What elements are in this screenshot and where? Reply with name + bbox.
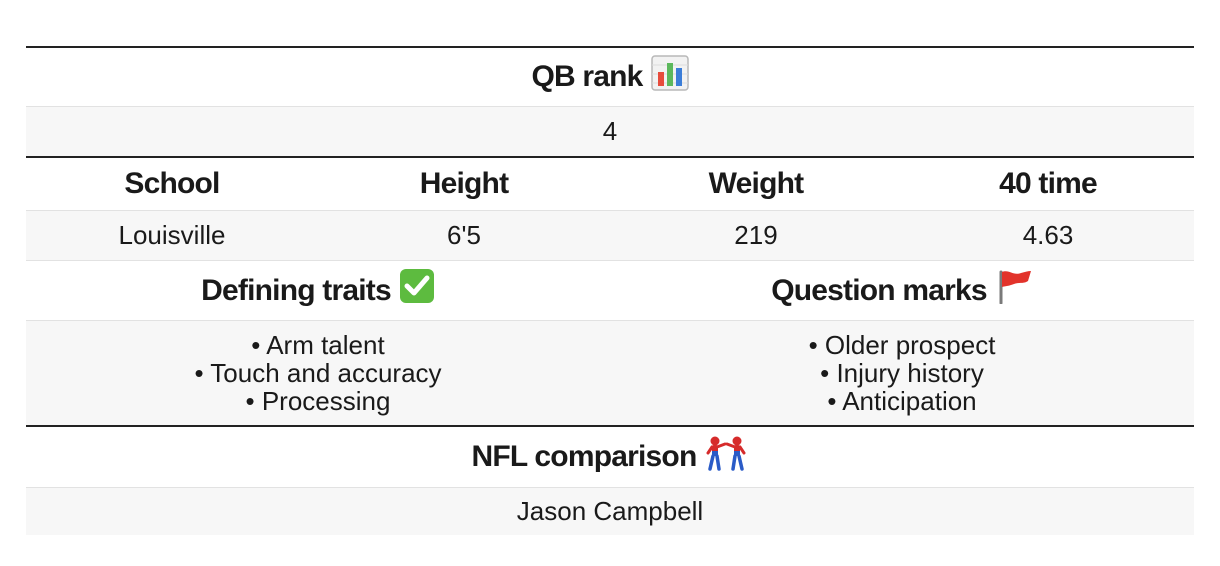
question-mark-item: • Injury history: [820, 359, 984, 387]
defining-traits-title: Defining traits: [201, 274, 391, 308]
traits-header-row: Defining traits Question marks: [26, 260, 1194, 320]
defining-traits-list: • Arm talent • Touch and accuracy • Proc…: [26, 321, 610, 425]
bar-chart-icon: [651, 55, 689, 96]
spiderman-pointing-icon: [704, 435, 748, 476]
defining-trait-item: • Touch and accuracy: [194, 359, 441, 387]
traits-list-row: • Arm talent • Touch and accuracy • Proc…: [26, 320, 1194, 425]
school-value: Louisville: [26, 211, 318, 260]
stats-value-row: Louisville 6'5 219 4.63: [26, 210, 1194, 260]
red-flag-icon: [995, 268, 1033, 309]
qb-rank-title: QB rank: [531, 60, 642, 94]
height-value: 6'5: [318, 211, 610, 260]
question-marks-title: Question marks: [771, 274, 987, 308]
defining-trait-item: • Arm talent: [251, 331, 384, 359]
check-mark-icon: [399, 268, 435, 309]
qb-rank-value: 4: [603, 116, 617, 147]
question-marks-header: Question marks: [610, 261, 1194, 320]
question-marks-list: • Older prospect • Injury history • Anti…: [610, 321, 1194, 425]
nfl-comparison-title: NFL comparison: [472, 440, 697, 474]
nfl-comparison-value-row: Jason Campbell: [26, 487, 1194, 535]
forty-time-value: 4.63: [902, 211, 1194, 260]
defining-trait-item: • Processing: [246, 387, 391, 415]
qb-rank-header-row: QB rank: [26, 46, 1194, 106]
nfl-comparison-value: Jason Campbell: [517, 496, 703, 527]
prospect-card: QB rank 4 School Height Weight 40 time L…: [26, 46, 1194, 535]
qb-rank-value-row: 4: [26, 106, 1194, 156]
question-mark-item: • Anticipation: [827, 387, 976, 415]
height-header: Height: [318, 158, 610, 210]
weight-value: 219: [610, 211, 902, 260]
school-header: School: [26, 158, 318, 210]
defining-traits-header: Defining traits: [26, 261, 610, 320]
nfl-comparison-header-row: NFL comparison: [26, 425, 1194, 487]
question-mark-item: • Older prospect: [809, 331, 996, 359]
stats-header-row: School Height Weight 40 time: [26, 156, 1194, 210]
weight-header: Weight: [610, 158, 902, 210]
forty-time-header: 40 time: [902, 158, 1194, 210]
